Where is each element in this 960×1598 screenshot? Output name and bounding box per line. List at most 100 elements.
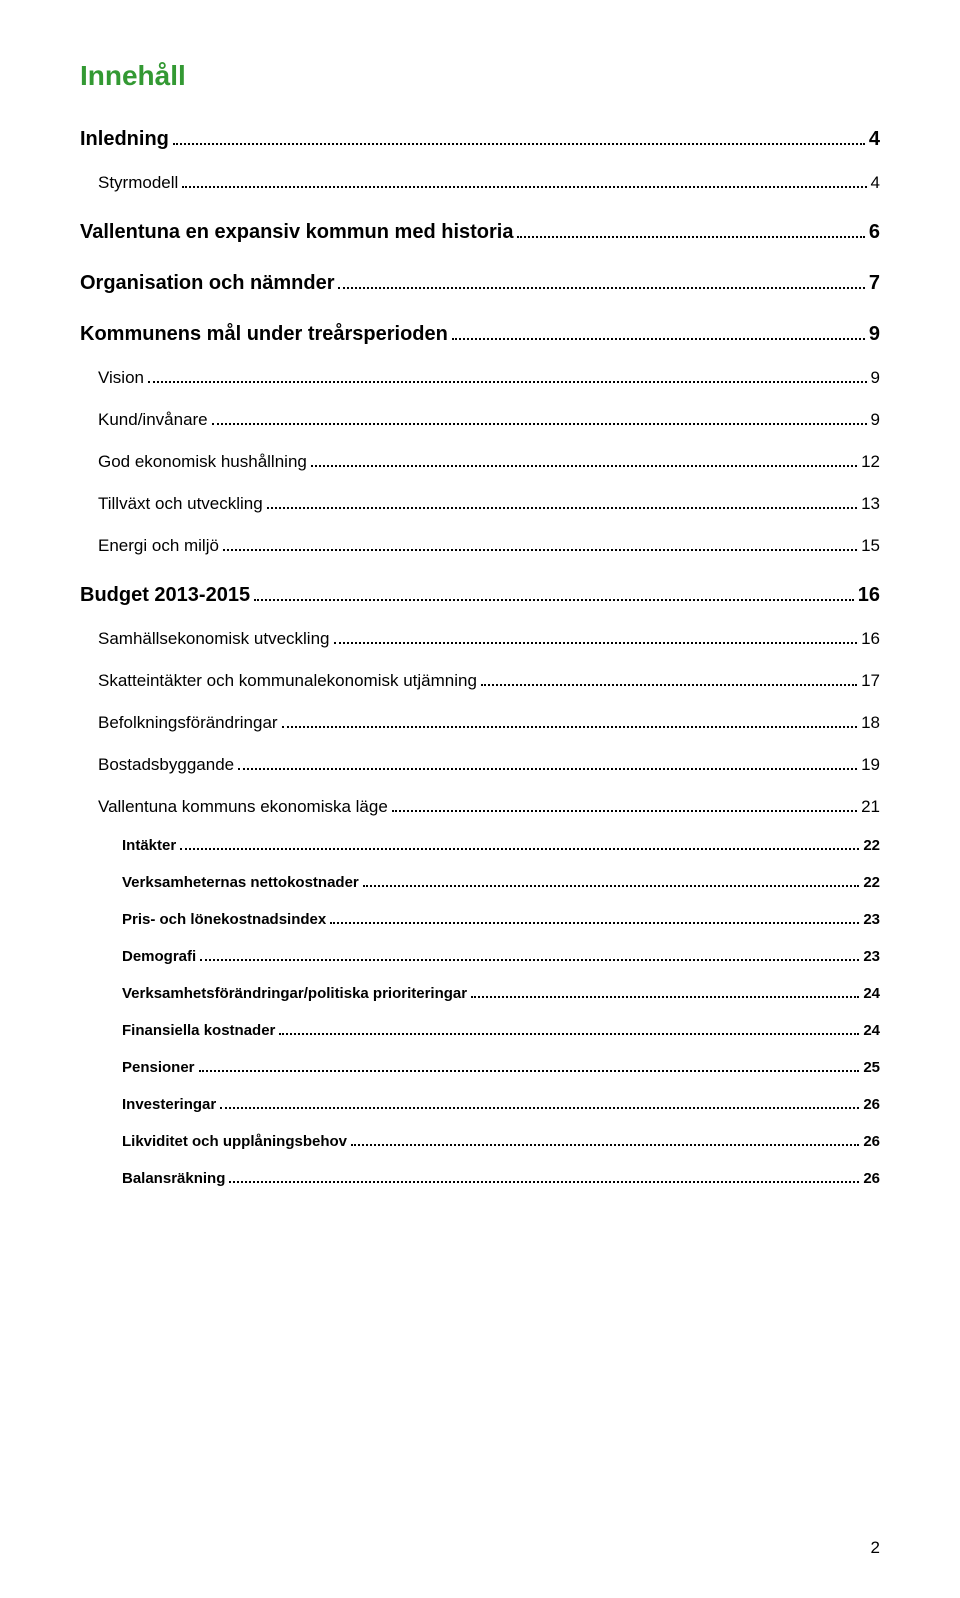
toc-entry-label: God ekonomisk hushållning <box>98 452 307 472</box>
toc-entry-page: 16 <box>861 629 880 649</box>
toc-dots <box>517 236 864 238</box>
toc-entry-label: Skatteintäkter och kommunalekonomisk utj… <box>98 671 477 691</box>
page-footer-number: 2 <box>871 1538 880 1558</box>
toc-dots <box>229 1181 859 1183</box>
toc-dots <box>392 810 857 812</box>
toc-dots <box>279 1033 859 1035</box>
toc-entry: Energi och miljö 15 <box>98 536 880 556</box>
toc-entry-page: 6 <box>869 221 880 244</box>
toc-entry-page: 9 <box>871 368 880 388</box>
toc-entry-page: 12 <box>861 452 880 472</box>
toc-dots <box>238 768 857 770</box>
toc-entry-page: 19 <box>861 755 880 775</box>
toc-entry-label: Verksamhetsförändringar/politiska priori… <box>122 985 467 1002</box>
toc-entry-label: Inledning <box>80 128 169 151</box>
toc-dots <box>311 465 857 467</box>
toc-dots <box>148 381 867 383</box>
toc-entry-label: Vallentuna en expansiv kommun med histor… <box>80 221 513 244</box>
toc-dots <box>330 922 859 924</box>
toc-dots <box>334 642 858 644</box>
toc-entry-page: 24 <box>863 985 880 1002</box>
toc-title: Innehåll <box>80 60 880 92</box>
toc-entry: Finansiella kostnader 24 <box>122 1022 880 1039</box>
toc-entry-page: 22 <box>863 874 880 891</box>
toc-entry-page: 13 <box>861 494 880 514</box>
toc-entry: Vision 9 <box>98 368 880 388</box>
toc-entry-page: 22 <box>863 837 880 854</box>
toc-entry-label: Vallentuna kommuns ekonomiska läge <box>98 797 388 817</box>
toc-entry: Verksamhetsförändringar/politiska priori… <box>122 985 880 1002</box>
toc-entry-page: 18 <box>861 713 880 733</box>
toc-entry: God ekonomisk hushållning 12 <box>98 452 880 472</box>
toc-entry-page: 17 <box>861 671 880 691</box>
toc-entry: Balansräkning 26 <box>122 1170 880 1187</box>
toc-entry-page: 4 <box>869 128 880 151</box>
toc-entry-page: 7 <box>869 272 880 295</box>
toc-entry-label: Kund/invånare <box>98 410 208 430</box>
toc-entry-page: 26 <box>863 1170 880 1187</box>
toc-entry-page: 26 <box>863 1096 880 1113</box>
toc-dots <box>220 1107 859 1109</box>
toc-entry-label: Verksamheternas nettokostnader <box>122 874 359 891</box>
toc-entry-page: 23 <box>863 911 880 928</box>
toc-entry-page: 26 <box>863 1133 880 1150</box>
toc-entry-label: Vision <box>98 368 144 388</box>
toc-dots <box>282 726 858 728</box>
toc-entry-label: Befolkningsförändringar <box>98 713 278 733</box>
toc-entry: Skatteintäkter och kommunalekonomisk utj… <box>98 671 880 691</box>
toc-dots <box>212 423 867 425</box>
toc-dots <box>199 1070 860 1072</box>
toc-entry: Budget 2013-2015 16 <box>80 584 880 607</box>
toc-dots <box>351 1144 859 1146</box>
toc-entry: Pensioner 25 <box>122 1059 880 1076</box>
toc-entry-page: 9 <box>869 323 880 346</box>
toc-dots <box>481 684 857 686</box>
toc-entry-label: Balansräkning <box>122 1170 225 1187</box>
toc-entry-page: 4 <box>871 173 880 193</box>
toc-entry-label: Demografi <box>122 948 196 965</box>
toc-entry-label: Investeringar <box>122 1096 216 1113</box>
toc-entry: Styrmodell 4 <box>98 173 880 193</box>
toc-dots <box>223 549 857 551</box>
toc-entry-label: Bostadsbyggande <box>98 755 234 775</box>
toc-entry: Demografi 23 <box>122 948 880 965</box>
toc-entry-label: Finansiella kostnader <box>122 1022 275 1039</box>
toc-entry-page: 16 <box>858 584 880 607</box>
toc-entry-page: 21 <box>861 797 880 817</box>
toc-entry-page: 23 <box>863 948 880 965</box>
toc-entry-label: Kommunens mål under treårsperioden <box>80 323 448 346</box>
toc-dots <box>173 143 865 145</box>
toc-entry: Likviditet och upplåningsbehov 26 <box>122 1133 880 1150</box>
toc-entry: Pris- och lönekostnadsindex 23 <box>122 911 880 928</box>
toc-entry-page: 9 <box>871 410 880 430</box>
toc-entry-page: 24 <box>863 1022 880 1039</box>
toc-dots <box>338 287 864 289</box>
toc-dots <box>363 885 860 887</box>
table-of-contents: Inledning 4Styrmodell 4Vallentuna en exp… <box>80 128 880 1187</box>
toc-entry: Tillväxt och utveckling 13 <box>98 494 880 514</box>
toc-entry-label: Likviditet och upplåningsbehov <box>122 1133 347 1150</box>
toc-entry-label: Organisation och nämnder <box>80 272 334 295</box>
toc-entry-label: Energi och miljö <box>98 536 219 556</box>
toc-dots <box>200 959 859 961</box>
toc-entry: Inledning 4 <box>80 128 880 151</box>
toc-entry-page: 25 <box>863 1059 880 1076</box>
toc-entry-label: Budget 2013-2015 <box>80 584 250 607</box>
toc-entry-label: Pensioner <box>122 1059 195 1076</box>
toc-entry-page: 15 <box>861 536 880 556</box>
toc-entry-label: Pris- och lönekostnadsindex <box>122 911 326 928</box>
toc-entry: Investeringar 26 <box>122 1096 880 1113</box>
toc-entry: Kommunens mål under treårsperioden 9 <box>80 323 880 346</box>
toc-entry: Intäkter 22 <box>122 837 880 854</box>
toc-entry-label: Styrmodell <box>98 173 178 193</box>
toc-entry-label: Samhällsekonomisk utveckling <box>98 629 330 649</box>
toc-dots <box>267 507 857 509</box>
toc-dots <box>182 186 866 188</box>
toc-entry: Kund/invånare 9 <box>98 410 880 430</box>
toc-entry: Organisation och nämnder 7 <box>80 272 880 295</box>
toc-entry: Verksamheternas nettokostnader 22 <box>122 874 880 891</box>
toc-entry-label: Tillväxt och utveckling <box>98 494 263 514</box>
toc-dots <box>254 599 854 601</box>
toc-entry: Samhällsekonomisk utveckling 16 <box>98 629 880 649</box>
toc-dots <box>471 996 859 998</box>
